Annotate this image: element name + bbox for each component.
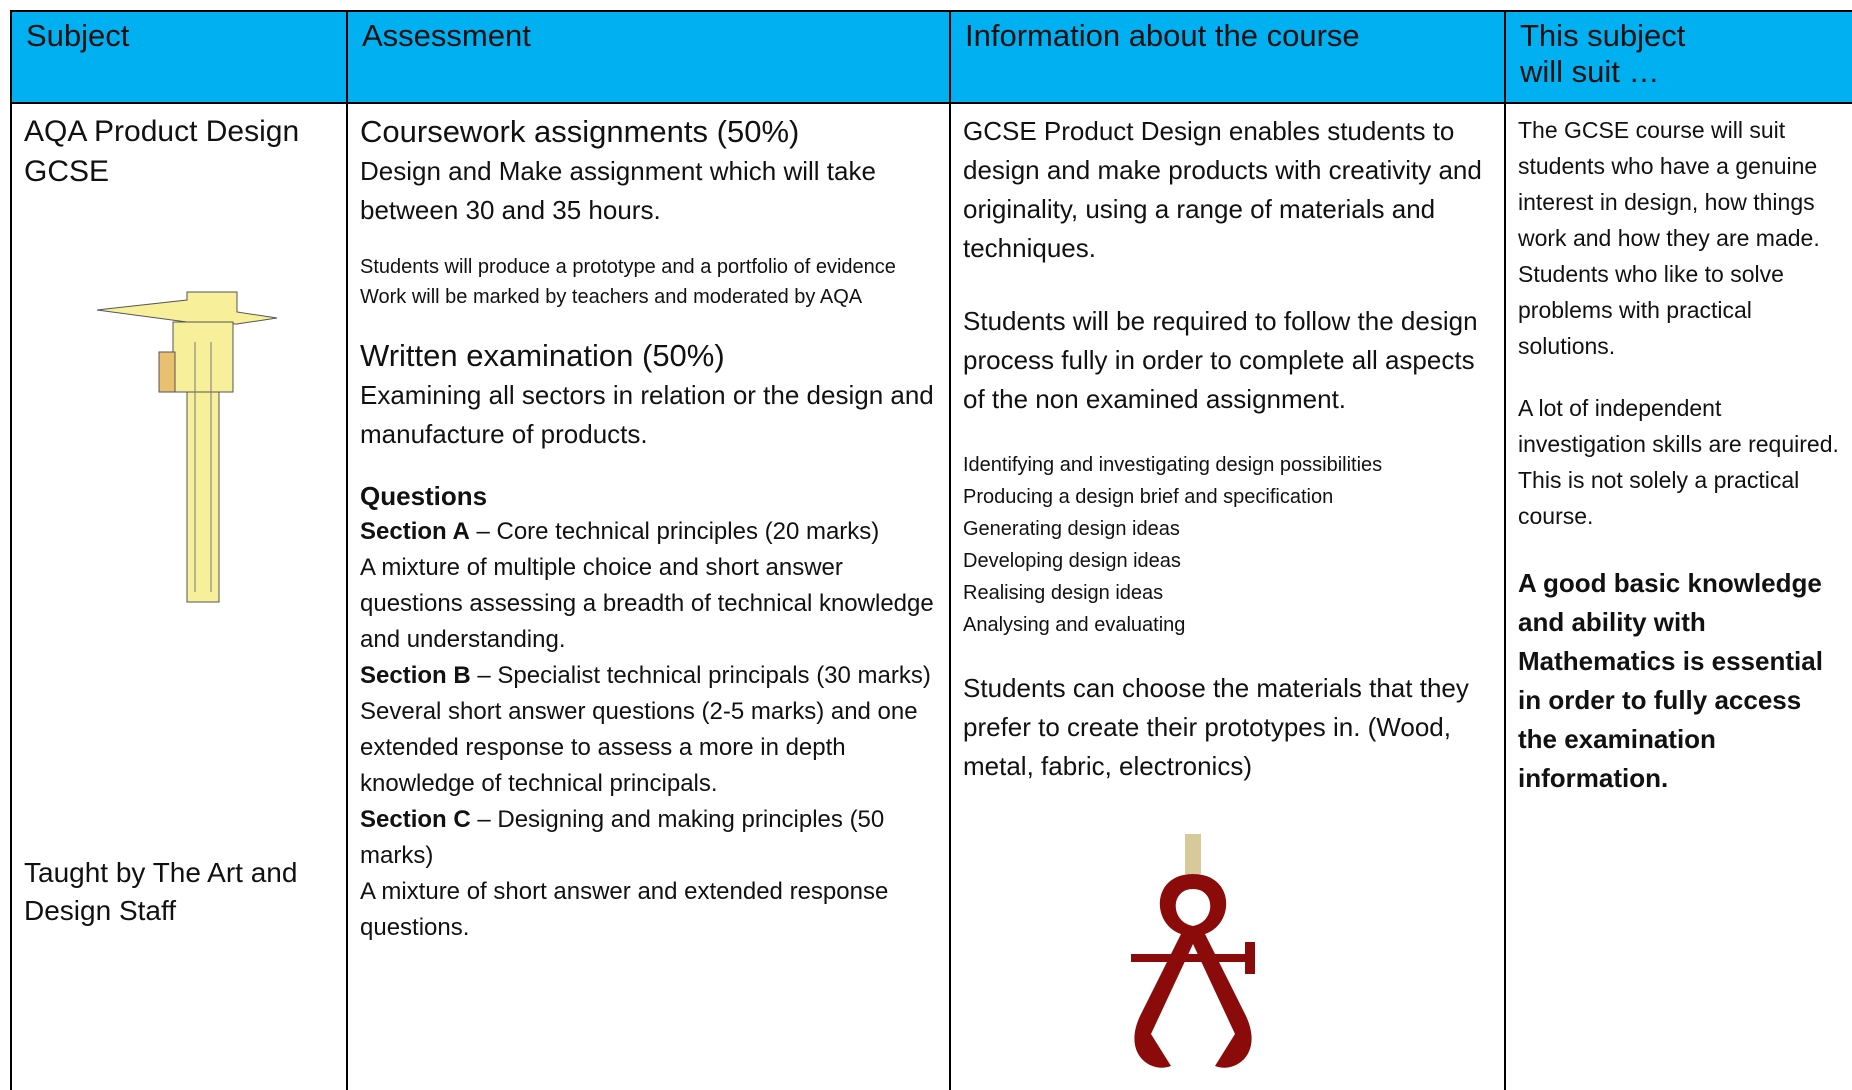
section-detail: A mixture of short answer and extended r… [360,878,889,941]
section-text: – Core technical principles (20 marks) [469,518,880,545]
text: Design and Make assignment which will ta… [360,156,876,225]
suit-cell: The GCSE course will suit students who h… [1506,104,1852,1090]
paragraph: The GCSE course will suit students who h… [1518,117,1820,359]
heading: Written examination (50%) [360,338,725,373]
note: Work will be marked by teachers and mode… [360,286,863,308]
text: Examining all sectors in relation or the… [360,380,934,449]
subject-cell: AQA Product Design GCSE Taught by The Ar… [12,104,348,1090]
header-cell: Information about the course [951,12,1506,104]
list-item: Identifying and investigating design pos… [963,454,1383,476]
section-label: Section A [360,518,470,545]
list-item: Developing design ideas [963,550,1181,572]
section-label: Section C [360,806,471,833]
table-left-border [10,10,12,1090]
heading: Questions [360,481,488,511]
section: Section B – Specialist technical princip… [360,658,937,694]
caliper-icon [96,291,278,603]
header-text: Subject [26,18,130,53]
header-cell: This subject will suit … [1506,12,1852,104]
list-item: Producing a design brief and specificati… [963,486,1334,508]
section-detail: Several short answer questions (2-5 mark… [360,698,918,797]
section: Section A – Core technical principles (2… [360,514,937,550]
list-item: Realising design ideas [963,582,1164,604]
compass-icon [1131,834,1255,1068]
list-item: Generating design ideas [963,518,1180,540]
emphasis: A good basic knowledge and ability with … [1518,568,1823,793]
paragraph: A lot of independent investigation skill… [1518,395,1839,529]
table-top-border [10,10,1852,12]
section-label: Section B [360,662,471,689]
section-text: – Designing and making principles (50 ma… [360,806,885,869]
list: Identifying and investigating design pos… [963,449,1492,641]
header-text: Assessment [362,18,531,53]
heading: Coursework assignments (50%) [360,114,800,149]
information-cell: GCSE Product Design enables students to … [951,104,1506,1090]
header-cell: Assessment [348,12,951,104]
list-item: Analysing and evaluating [963,614,1186,636]
section: Section C – Designing and making princip… [360,802,937,874]
note: Students will produce a prototype and a … [360,256,896,278]
header-cell: Subject [12,12,348,104]
paragraph: GCSE Product Design enables students to … [963,116,1482,263]
assessment-cell: Coursework assignments (50%) Design and … [348,104,951,1090]
header-text: This subject will suit … [1520,18,1686,89]
header-text: Information about the course [965,18,1360,53]
section-text: – Specialist technical principals (30 ma… [470,662,931,689]
paragraph: Students can choose the materials that t… [963,673,1469,781]
section-detail: A mixture of multiple choice and short a… [360,554,934,653]
subject-name: AQA Product Design GCSE [24,115,300,188]
taught-by: Taught by The Art and Design Staff [24,857,298,926]
paragraph: Students will be required to follow the … [963,306,1478,414]
